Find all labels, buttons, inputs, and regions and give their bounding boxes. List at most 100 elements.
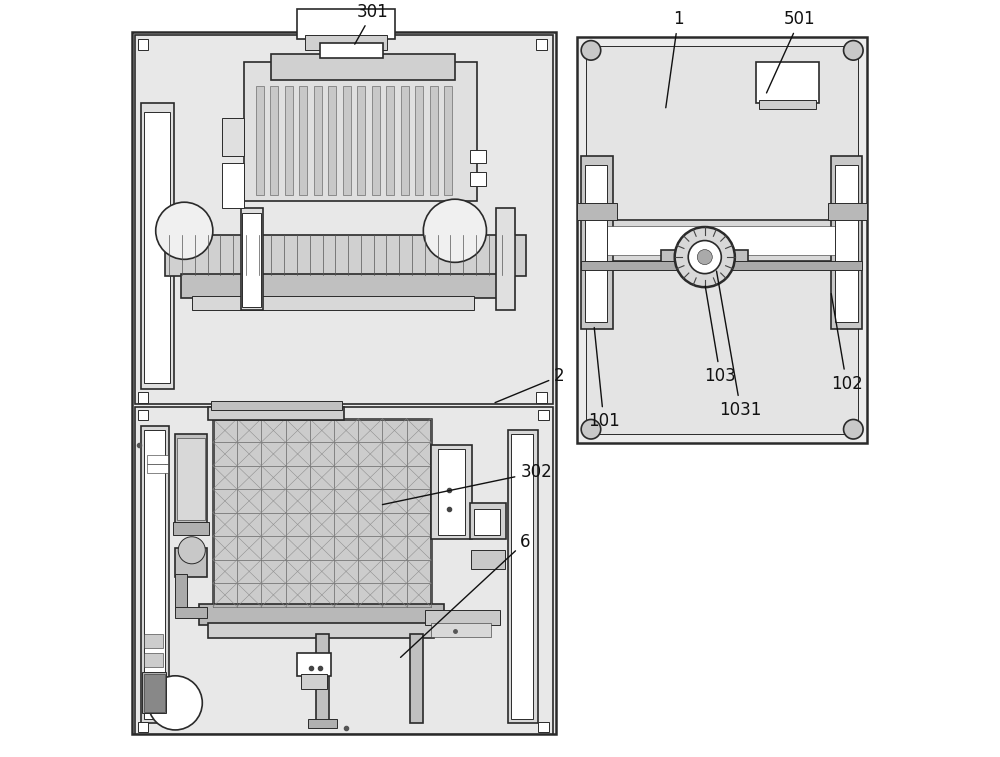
Bar bbox=[343, 86, 351, 195]
Circle shape bbox=[697, 250, 712, 265]
Bar bbox=[135, 36, 553, 403]
Bar bbox=[181, 274, 500, 298]
Bar bbox=[213, 419, 431, 606]
Bar bbox=[401, 86, 409, 195]
Bar bbox=[244, 61, 477, 201]
Bar bbox=[511, 434, 533, 719]
Text: 2: 2 bbox=[495, 367, 565, 403]
Bar bbox=[165, 235, 526, 276]
Bar bbox=[270, 86, 278, 195]
Bar bbox=[147, 464, 168, 473]
Bar bbox=[305, 36, 387, 51]
Circle shape bbox=[844, 41, 863, 60]
Bar bbox=[175, 606, 207, 618]
Bar bbox=[144, 674, 165, 712]
Bar bbox=[271, 54, 455, 80]
Bar bbox=[308, 719, 337, 728]
Bar bbox=[444, 86, 452, 195]
Bar bbox=[586, 46, 858, 434]
Bar bbox=[470, 172, 486, 185]
Bar bbox=[222, 118, 244, 156]
Bar bbox=[297, 653, 331, 676]
Circle shape bbox=[844, 419, 863, 439]
Bar bbox=[256, 86, 264, 195]
Bar bbox=[581, 261, 862, 269]
Circle shape bbox=[675, 227, 735, 287]
Text: 1031: 1031 bbox=[717, 271, 762, 419]
Circle shape bbox=[156, 202, 213, 260]
Bar bbox=[372, 86, 380, 195]
Bar bbox=[177, 438, 205, 520]
Text: 501: 501 bbox=[767, 10, 816, 93]
Bar bbox=[470, 150, 486, 163]
Bar bbox=[144, 430, 165, 719]
Bar bbox=[585, 164, 607, 322]
Bar bbox=[470, 503, 506, 539]
Text: 103: 103 bbox=[704, 286, 736, 385]
Text: 102: 102 bbox=[831, 294, 863, 393]
Bar bbox=[431, 623, 491, 637]
Circle shape bbox=[581, 41, 601, 60]
Bar bbox=[144, 112, 170, 382]
Bar bbox=[208, 407, 344, 420]
Bar bbox=[242, 213, 261, 307]
Bar bbox=[496, 208, 515, 310]
Circle shape bbox=[148, 676, 202, 730]
Circle shape bbox=[178, 537, 205, 564]
Bar bbox=[386, 86, 394, 195]
Bar bbox=[175, 575, 187, 610]
Bar bbox=[144, 653, 163, 667]
Text: 301: 301 bbox=[355, 2, 389, 44]
Bar bbox=[538, 410, 549, 420]
Bar bbox=[508, 430, 538, 723]
Bar bbox=[241, 208, 263, 310]
Bar bbox=[581, 156, 613, 329]
Bar bbox=[141, 426, 169, 723]
Bar bbox=[138, 410, 148, 420]
Bar bbox=[357, 86, 365, 195]
Bar bbox=[430, 86, 438, 195]
Bar bbox=[316, 634, 329, 723]
Bar bbox=[173, 522, 209, 535]
Bar bbox=[208, 623, 434, 638]
Bar bbox=[199, 604, 444, 625]
Bar bbox=[756, 61, 819, 103]
Bar bbox=[301, 674, 327, 690]
Bar bbox=[222, 163, 244, 208]
Bar bbox=[732, 251, 748, 267]
Bar bbox=[536, 392, 547, 403]
Bar bbox=[138, 392, 148, 403]
Bar bbox=[299, 86, 307, 195]
Text: 6: 6 bbox=[401, 532, 531, 657]
Bar bbox=[759, 100, 816, 109]
Text: 101: 101 bbox=[588, 328, 620, 430]
Bar bbox=[577, 37, 867, 443]
Bar bbox=[135, 407, 553, 734]
Bar bbox=[314, 86, 322, 195]
Bar bbox=[297, 9, 395, 39]
Text: 302: 302 bbox=[382, 463, 552, 505]
Bar bbox=[661, 251, 678, 267]
Bar bbox=[138, 39, 148, 50]
Bar bbox=[192, 296, 474, 310]
Circle shape bbox=[688, 241, 721, 273]
Bar bbox=[147, 455, 168, 464]
Bar bbox=[132, 32, 556, 734]
Bar bbox=[211, 400, 342, 410]
Bar bbox=[138, 721, 148, 732]
Bar bbox=[536, 39, 547, 50]
Bar bbox=[471, 550, 505, 569]
Bar bbox=[438, 449, 465, 535]
Bar bbox=[586, 226, 856, 255]
Bar bbox=[175, 434, 207, 524]
Circle shape bbox=[423, 199, 486, 263]
Bar bbox=[431, 445, 472, 539]
Bar bbox=[415, 86, 423, 195]
Bar bbox=[175, 548, 207, 577]
Bar bbox=[474, 509, 500, 535]
Bar bbox=[577, 203, 617, 220]
Bar bbox=[828, 203, 867, 220]
Bar bbox=[142, 672, 166, 713]
Bar bbox=[328, 86, 336, 195]
Bar bbox=[320, 43, 383, 58]
